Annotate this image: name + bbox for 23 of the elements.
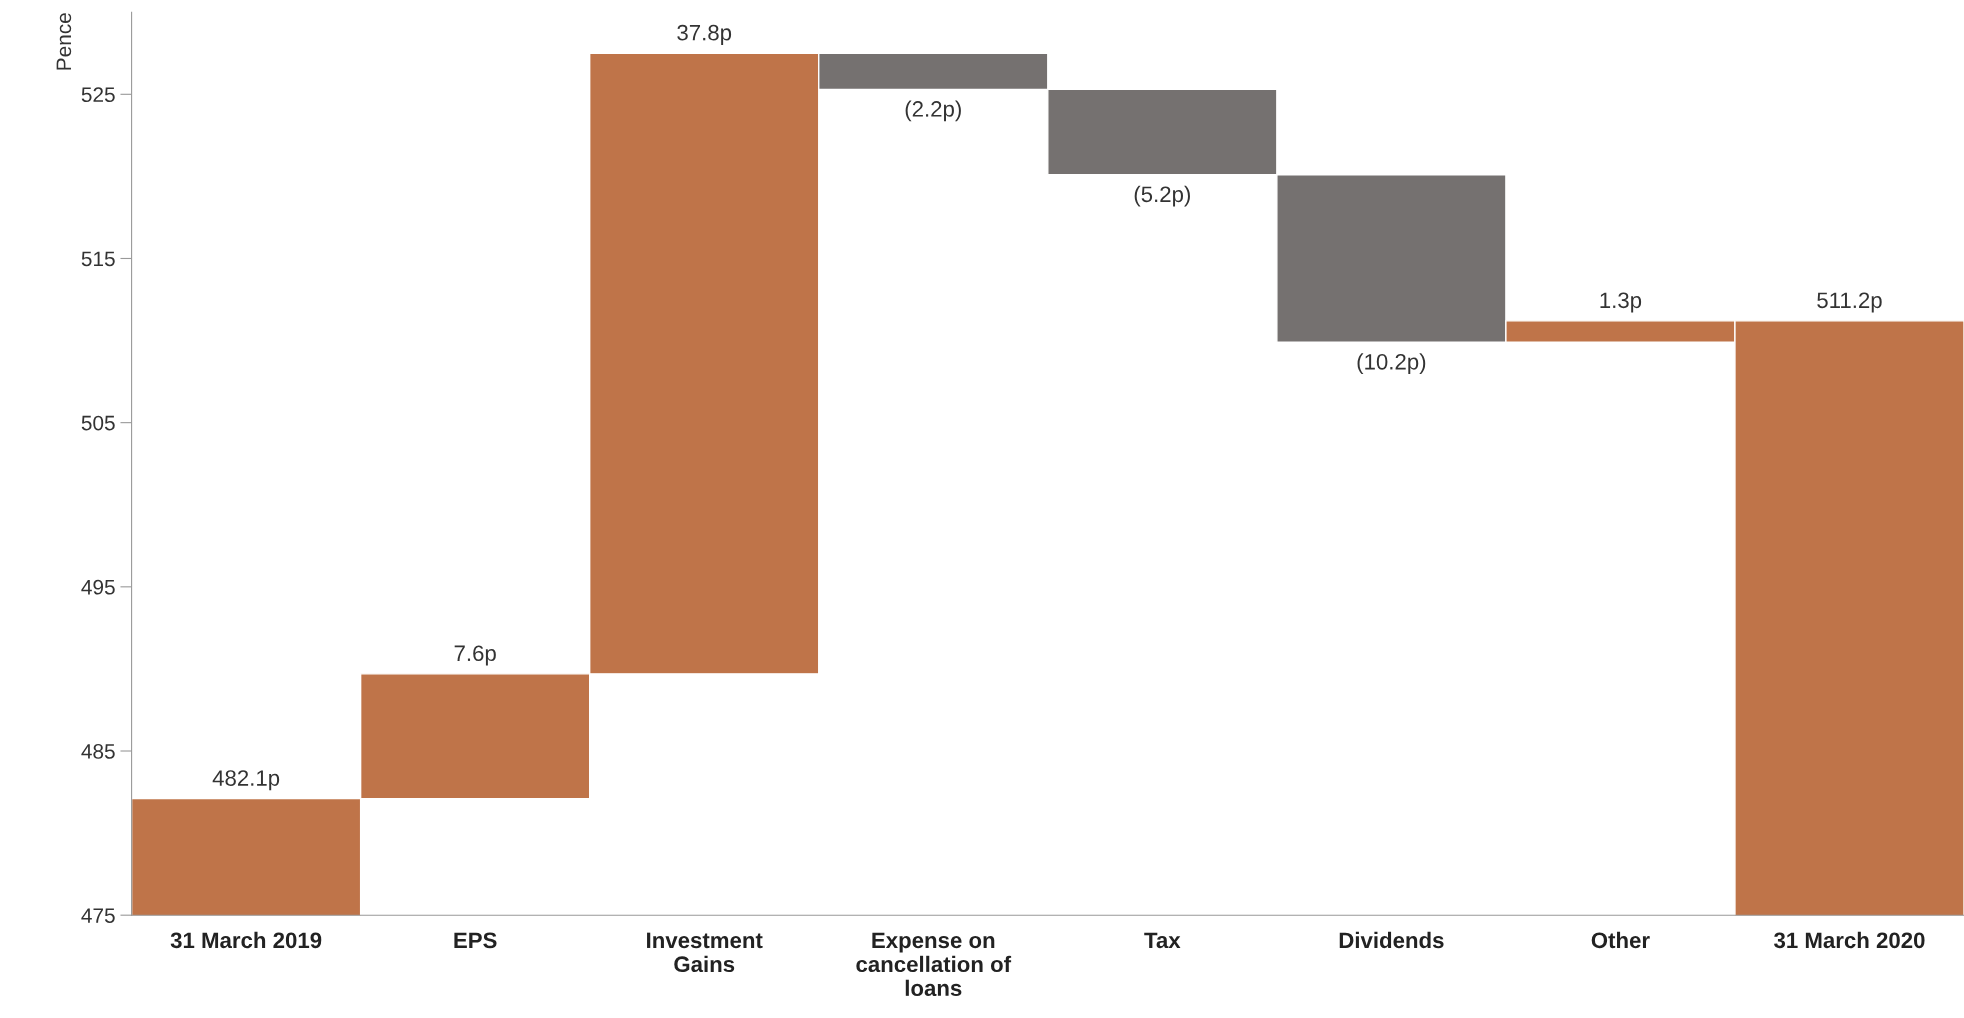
y-tick-label: 515 (81, 251, 115, 267)
data-label: 37.8p (677, 24, 732, 45)
x-tick-label: 31 March 2019 (170, 931, 322, 949)
y-tick-label: 475 (81, 908, 115, 923)
y-tick-label: 485 (81, 744, 115, 759)
data-label: (10.2p) (1357, 353, 1426, 375)
x-tick-label: Expense on cancellation of loans (856, 932, 1012, 997)
data-label: 1.3p (1600, 292, 1642, 313)
x-tick-label: Tax (1144, 932, 1181, 949)
data-label: 7.6p (454, 645, 496, 666)
x-tick-label: Other (1591, 931, 1650, 949)
data-label: 511.2p (1817, 292, 1882, 313)
x-tick-label: EPS (454, 932, 497, 949)
y-tick-label: 525 (81, 87, 115, 103)
y-tick-label: 505 (81, 415, 115, 431)
data-label: (2.2p) (905, 100, 961, 122)
x-tick-label: 31 March 2020 (1774, 931, 1925, 949)
data-label: 482.1p (212, 770, 280, 791)
y-axis-title: Pence (56, 13, 72, 70)
y-tick-label: 495 (81, 579, 115, 595)
x-tick-label: Investment Gains (647, 932, 763, 973)
x-tick-label: Dividends (1339, 931, 1444, 949)
data-label: (5.2p) (1134, 185, 1190, 207)
